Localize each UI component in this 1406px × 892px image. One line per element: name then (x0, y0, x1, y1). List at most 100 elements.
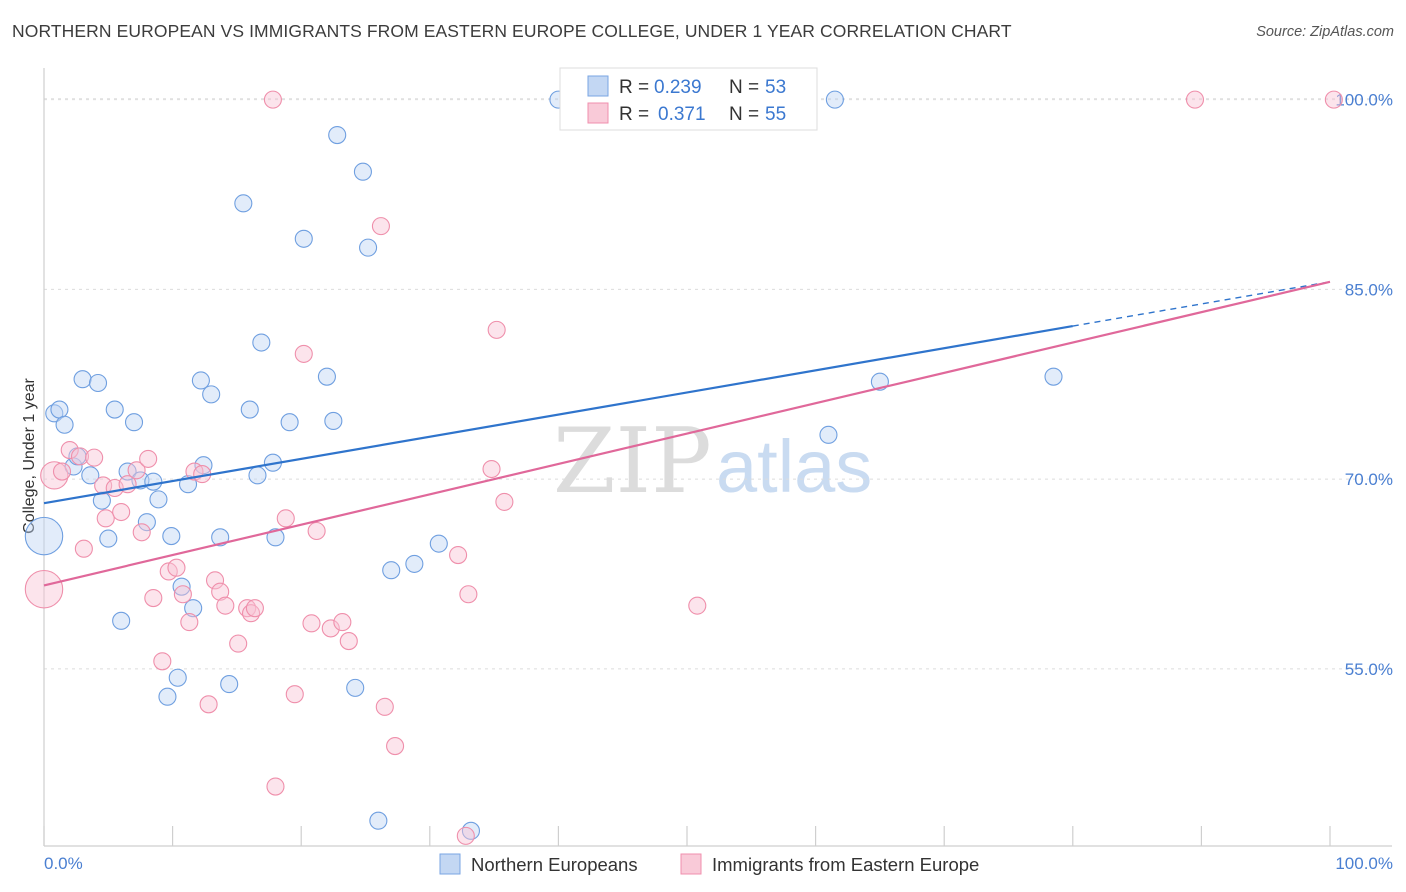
point-eastern-europe-3 (60, 440, 79, 460)
trend-line-northern-europeans-extension (1072, 281, 1331, 327)
series-legend-label-blue: Northern Europeans (471, 854, 638, 875)
point-northern-europeans-29 (220, 675, 239, 694)
point-northern-europeans-18 (149, 490, 168, 509)
point-eastern-europe-16 (153, 652, 172, 671)
stats-legend: R = 0.239 N = 53 R = 0.371 N = 55 (559, 67, 818, 131)
point-eastern-europe-13 (132, 523, 151, 542)
point-northern-europeans-24 (184, 599, 203, 618)
point-northern-europeans-27 (202, 385, 221, 404)
point-northern-europeans-16 (137, 513, 156, 532)
legend-n-label-blue: N = (729, 77, 759, 98)
series-legend-label-pink: Immigrants from Eastern Europe (712, 854, 979, 875)
point-eastern-europe-31 (263, 90, 282, 109)
point-northern-europeans-41 (346, 678, 365, 697)
point-northern-europeans-33 (252, 333, 271, 352)
watermark-atlas: atlas (716, 425, 872, 508)
trend-lines (43, 280, 1331, 587)
point-eastern-europe-39 (333, 613, 352, 632)
legend-r-label-pink: R = (619, 104, 649, 125)
y-tick-label-70: 70.0% (1345, 470, 1393, 489)
point-eastern-europe-46 (459, 585, 478, 604)
x-axis-ticks (43, 826, 1331, 846)
point-eastern-europe-27 (229, 634, 248, 653)
point-eastern-europe-41 (371, 217, 390, 236)
point-northern-europeans-10 (99, 529, 118, 548)
legend-swatch-pink (587, 102, 609, 124)
point-eastern-europe-36 (302, 614, 321, 633)
point-eastern-europe-4 (70, 447, 90, 466)
point-eastern-europe-43 (386, 737, 405, 756)
trend-line-northern-europeans (43, 324, 1073, 505)
point-northern-europeans-11 (105, 400, 124, 419)
point-northern-europeans-25 (191, 371, 210, 390)
series-legend-swatch-blue (439, 853, 461, 875)
legend-n-value-blue: 53 (765, 77, 786, 98)
point-eastern-europe-44 (449, 545, 468, 565)
point-eastern-europe-6 (85, 448, 104, 467)
point-northern-europeans-17 (144, 472, 163, 491)
point-eastern-europe-45 (456, 826, 475, 845)
point-northern-europeans-19 (158, 687, 177, 706)
point-northern-europeans-42 (353, 162, 372, 181)
legend-r-value-pink: 0.371 (658, 104, 706, 125)
point-eastern-europe-15 (144, 589, 163, 608)
point-northern-europeans-43 (359, 238, 378, 257)
y-tick-label-55: 55.0% (1345, 660, 1393, 679)
point-eastern-europe-48 (487, 320, 506, 339)
legend-r-label-blue: R = (619, 77, 649, 98)
point-eastern-europe-19 (173, 585, 192, 604)
point-eastern-europe-51 (1185, 90, 1205, 109)
point-northern-europeans-36 (280, 413, 299, 432)
point-northern-europeans-0 (24, 516, 64, 556)
point-northern-europeans-28 (211, 528, 230, 547)
point-eastern-europe-38 (321, 619, 340, 638)
chart-title: NORTHERN EUROPEAN VS IMMIGRANTS FROM EAS… (12, 21, 1012, 41)
point-eastern-europe-34 (285, 685, 304, 704)
point-northern-europeans-47 (429, 534, 448, 553)
point-eastern-europe-12 (127, 461, 146, 480)
y-tick-labels: 55.0% 70.0% 85.0% 100.0% (1335, 91, 1393, 679)
point-eastern-europe-35 (294, 344, 313, 363)
point-northern-europeans-2 (50, 400, 69, 419)
point-northern-europeans-8 (88, 373, 108, 393)
legend-n-value-pink: 55 (765, 104, 786, 125)
point-northern-europeans-51 (825, 90, 844, 109)
point-northern-europeans-39 (324, 411, 343, 430)
point-eastern-europe-49 (495, 492, 514, 511)
point-northern-europeans-40 (328, 125, 347, 145)
point-northern-europeans-32 (248, 466, 267, 485)
point-eastern-europe-24 (205, 571, 225, 590)
point-eastern-europe-50 (688, 596, 707, 615)
watermark-zip: ZIP (553, 409, 712, 514)
series-legend-swatch-pink (680, 853, 702, 875)
point-northern-europeans-37 (294, 229, 313, 248)
source-credit: Source: ZipAtlas.com (1256, 24, 1394, 40)
point-eastern-europe-25 (211, 582, 230, 601)
point-northern-europeans-35 (266, 528, 285, 547)
point-eastern-europe-33 (276, 509, 295, 528)
point-northern-europeans-53 (1044, 367, 1063, 386)
point-eastern-europe-23 (199, 695, 218, 714)
point-eastern-europe-30 (245, 599, 264, 618)
point-northern-europeans-45 (382, 561, 401, 580)
point-northern-europeans-46 (405, 554, 424, 573)
point-northern-europeans-7 (81, 466, 100, 485)
x-tick-label-0: 0.0% (44, 854, 83, 873)
legend-n-label-pink: N = (729, 104, 759, 125)
point-northern-europeans-22 (172, 577, 191, 596)
point-eastern-europe-8 (96, 509, 115, 528)
point-eastern-europe-40 (339, 632, 358, 651)
point-eastern-europe-14 (139, 449, 158, 468)
point-northern-europeans-3 (55, 415, 74, 434)
point-eastern-europe-5 (74, 539, 93, 558)
y-tick-label-85: 85.0% (1345, 280, 1393, 299)
data-points (24, 90, 1343, 845)
point-eastern-europe-26 (216, 596, 235, 615)
point-eastern-europe-10 (112, 502, 131, 522)
point-northern-europeans-44 (369, 811, 388, 830)
point-northern-europeans-13 (118, 462, 137, 481)
trend-line-eastern-europe (43, 280, 1331, 587)
point-northern-europeans-21 (168, 668, 187, 687)
point-northern-europeans-14 (124, 413, 144, 432)
point-eastern-europe-47 (482, 459, 501, 479)
